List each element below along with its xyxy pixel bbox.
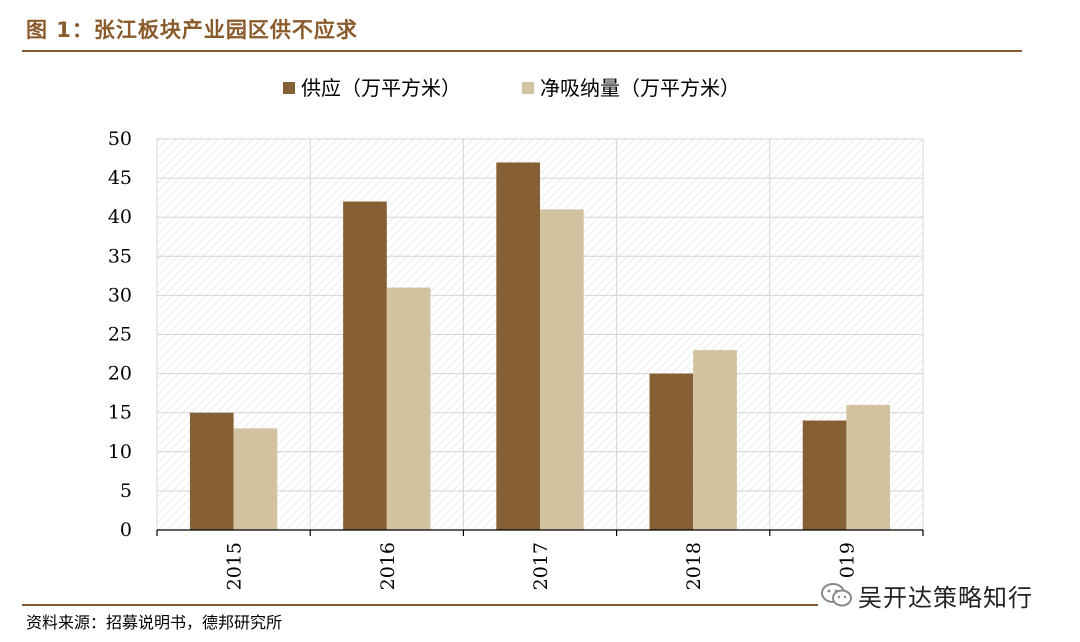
y-tick-label: 45 [108, 167, 132, 189]
y-tick-label: 15 [108, 402, 132, 424]
bar-chart: 供应（万平方米） 净吸纳量（万平方米） 05101520253035404550 … [108, 76, 924, 590]
y-tick-label: 10 [108, 441, 132, 463]
y-tick-label: 50 [108, 128, 132, 150]
axes [156, 529, 924, 536]
x-axis-ticks: 2015 2016 2017 2018 2019 [224, 542, 859, 590]
title-divider [22, 50, 1022, 52]
legend: 供应（万平方米） 净吸纳量（万平方米） [283, 76, 740, 100]
legend-label-1: 净吸纳量（万平方米） [540, 76, 740, 100]
x-tick-label: 2017 [530, 542, 552, 590]
watermark-text: 吴开达策略知行 [858, 583, 1033, 612]
bar-1-2019 [846, 404, 891, 530]
footer-divider [22, 604, 1022, 606]
x-tick-label: 2015 [224, 542, 246, 590]
x-tick-label: 2016 [377, 542, 399, 590]
bar-0-2018 [649, 373, 694, 530]
y-tick-label: 35 [108, 245, 132, 267]
bar-0-2015 [189, 412, 234, 530]
bar-1-2017 [540, 209, 584, 530]
bar-1-2016 [386, 287, 431, 530]
figure-title: 图 1：张江板块产业园区供不应求 [26, 18, 358, 42]
y-tick-label: 0 [120, 519, 132, 541]
y-axis-ticks: 0 5 10 15 20 25 30 35 40 45 50 [108, 128, 132, 541]
y-tick-label: 5 [120, 480, 132, 502]
wechat-icon [821, 583, 852, 607]
bar-0-2017 [496, 162, 540, 530]
legend-swatch-0 [283, 82, 295, 94]
y-tick-label: 25 [108, 324, 132, 346]
y-tick-label: 20 [108, 363, 132, 385]
bars [189, 162, 891, 530]
legend-label-0: 供应（万平方米） [301, 76, 461, 100]
source-note: 资料来源：招募说明书，德邦研究所 [26, 613, 283, 632]
legend-swatch-1 [522, 82, 534, 94]
bar-0-2019 [802, 420, 847, 530]
x-tick-label: 2018 [683, 542, 705, 590]
y-tick-label: 40 [108, 206, 132, 228]
watermark: 吴开达策略知行 [818, 578, 1039, 612]
bar-0-2016 [343, 201, 387, 530]
bar-1-2015 [233, 428, 278, 530]
y-tick-label: 30 [108, 284, 132, 306]
bar-1-2018 [693, 350, 737, 530]
